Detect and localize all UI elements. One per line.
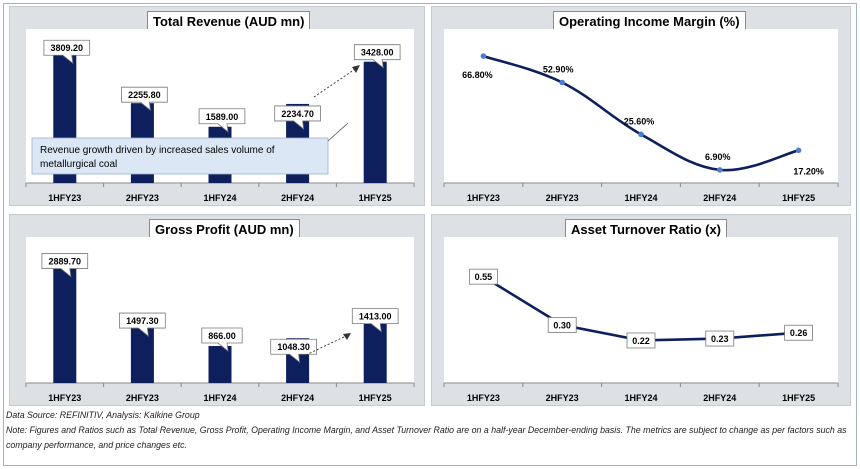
- data-point: [559, 79, 565, 86]
- data-label: 52.90%: [543, 64, 574, 74]
- data-label: 6.90%: [705, 152, 731, 162]
- bar: [363, 322, 387, 383]
- data-label: 66.80%: [462, 70, 493, 80]
- chart-title: Total Revenue (AUD mn): [147, 11, 311, 33]
- asset-turnover-chart: 1HFY23 2HFY23 1HFY24 2HFY24 1HFY25 0.55 0.30 0.…: [443, 237, 839, 403]
- gross-profit-chart: 1HFY23 2HFY23 1HFY24 2HFY24 1HFY25 2889.70 149…: [25, 237, 415, 403]
- annotation-pointer: [327, 122, 349, 142]
- data-label-box: [274, 105, 321, 130]
- data-point: [717, 167, 723, 173]
- bar: [363, 61, 387, 183]
- data-label-box: [626, 332, 656, 349]
- x-tick-label: 1HFY25: [782, 193, 815, 203]
- operating-income-margin-panel: Operating Income Margin (%) 1HFY23 2HFY23…: [431, 6, 851, 206]
- data-label-box: [547, 317, 577, 333]
- annotation-text: Revenue growth driven by increased sales…: [40, 145, 275, 156]
- data-label: 2234.70: [281, 109, 314, 119]
- x-tick-label: 1HFY24: [624, 193, 657, 203]
- data-label: 0.22: [632, 336, 650, 346]
- data-label: 0.23: [711, 334, 729, 344]
- footer: Data Source: REFINITIV, Analysis: Kalkin…: [6, 408, 852, 453]
- data-label-box: [270, 338, 317, 364]
- x-tick-label: 1HFY24: [203, 393, 236, 403]
- data-label: 1589.00: [206, 112, 239, 122]
- footnote-text: Note: Figures and Ratios such as Total R…: [6, 425, 847, 450]
- data-label: 3809.20: [51, 43, 84, 53]
- asset-turnover-panel: Asset Turnover Ratio (x) 1HFY23 2HFY23 1HF…: [431, 214, 851, 406]
- growth-arrowhead: [352, 65, 360, 73]
- data-label-box: [43, 39, 91, 65]
- gross-profit-panel: Gross Profit (AUD mn) 1HFY23 2HFY23 1HFY24…: [9, 214, 425, 406]
- data-label: 866.00: [208, 331, 236, 341]
- data-label-box: [705, 330, 735, 347]
- data-label: 3428.00: [361, 48, 394, 58]
- data-label-box: [201, 327, 243, 352]
- x-tick-label: 2HFY24: [703, 393, 736, 403]
- x-tick-label: 2HFY24: [281, 193, 314, 203]
- x-tick-label: 1HFY25: [782, 393, 815, 403]
- growth-arrow: [313, 66, 359, 98]
- data-point: [638, 131, 644, 138]
- x-tick-label: 2HFY23: [546, 393, 579, 403]
- data-label: 2255.80: [128, 90, 161, 100]
- data-label: 0.26: [790, 328, 808, 338]
- x-tick-label: 2HFY23: [126, 393, 159, 403]
- x-tick-label: 2HFY24: [703, 193, 736, 203]
- growth-arrowhead: [343, 333, 351, 340]
- data-label: 1413.00: [359, 312, 392, 322]
- chart-title: Gross Profit (AUD mn): [149, 219, 300, 241]
- data-label-box: [121, 86, 168, 112]
- data-label: 2889.70: [49, 257, 82, 267]
- data-source-text: Data Source: REFINITIV, Analysis: Kalkin…: [6, 410, 200, 420]
- x-tick-label: 1HFY25: [359, 393, 392, 403]
- x-tick-label: 1HFY23: [48, 193, 81, 203]
- annotation-text: metallurgical coal: [40, 159, 117, 170]
- data-label: 17.20%: [793, 166, 824, 176]
- x-tick-label: 2HFY23: [546, 193, 579, 203]
- bar: [53, 259, 77, 383]
- operating-income-margin-chart: 1HFY23 2HFY23 1HFY24 2HFY24 1HFY25 66.80% 52.9…: [443, 29, 839, 203]
- data-label-box: [784, 324, 814, 341]
- x-tick-label: 2HFY23: [126, 193, 159, 203]
- data-label: 0.30: [553, 321, 571, 331]
- x-tick-label: 2HFY24: [281, 393, 314, 403]
- data-point: [795, 147, 802, 154]
- x-tick-label: 1HFY23: [467, 393, 500, 403]
- annotation-box: [31, 137, 329, 175]
- x-tick-label: 1HFY24: [624, 393, 657, 403]
- total-revenue-chart: 1HFY23 2HFY23 1HFY24 2HFY24 1HFY25 3809.20 225…: [25, 29, 415, 203]
- data-point: [480, 53, 487, 59]
- chart-title: Asset Turnover Ratio (x): [565, 219, 728, 241]
- data-label: 1048.30: [277, 342, 310, 352]
- data-label: 0.55: [475, 272, 493, 282]
- data-label-box: [469, 268, 498, 285]
- x-tick-label: 1HFY24: [203, 193, 236, 203]
- bar: [208, 346, 232, 383]
- data-label-box: [119, 312, 166, 337]
- x-tick-label: 1HFY25: [359, 193, 392, 203]
- data-label-box: [41, 253, 89, 278]
- data-label-box: [198, 108, 246, 133]
- x-tick-label: 1HFY23: [48, 393, 81, 403]
- data-label-box: [351, 308, 399, 333]
- data-label: 1497.30: [126, 316, 159, 326]
- total-revenue-panel: Total Revenue (AUD mn) 1HFY23 2HFY23 1HFY2…: [9, 6, 425, 206]
- data-label-box: [353, 44, 401, 69]
- plot-area: [444, 29, 838, 183]
- plot-area: [444, 237, 838, 383]
- data-label: 25.60%: [624, 116, 655, 126]
- x-tick-label: 1HFY23: [467, 193, 500, 203]
